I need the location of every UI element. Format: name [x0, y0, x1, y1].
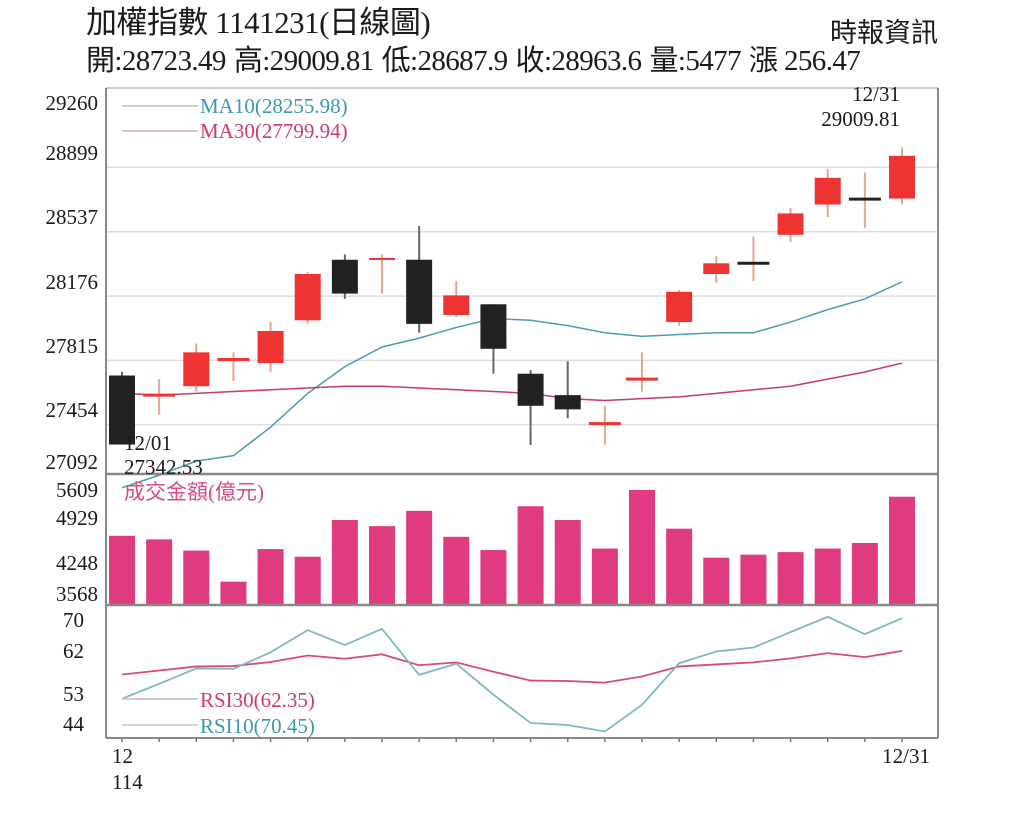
price-y-axis: 29260 28899 28537 28176 27815 27454 2709…: [46, 91, 99, 474]
volume-bar: [480, 550, 507, 605]
candle: [294, 272, 321, 324]
high-value: 高:29009.81: [233, 45, 374, 77]
candle: [257, 322, 284, 372]
volume-bar: [554, 520, 581, 605]
x-start-month: 12: [112, 744, 133, 768]
x-axis: 12 114 12/31: [112, 744, 930, 794]
y-tick: 28899: [46, 141, 99, 165]
candle: [737, 236, 770, 282]
volume-bar: [629, 490, 655, 605]
candle: [588, 405, 621, 445]
y-tick: 28537: [46, 205, 99, 229]
y-tick: 3568: [56, 582, 98, 606]
volume-bar: [146, 539, 173, 605]
start-value-annotation: 27342.53: [124, 455, 203, 479]
y-tick: 70: [63, 608, 84, 632]
y-tick: 29260: [46, 91, 99, 115]
rsi30-line: [121, 650, 903, 684]
ma30-line: [121, 362, 903, 402]
candle: [889, 147, 915, 205]
volume-title: 成交金額(億元): [124, 480, 264, 504]
volume-bar: [517, 506, 544, 605]
y-tick: 62: [63, 639, 84, 663]
candle: [666, 290, 693, 326]
rsi-legend: RSI30(62.35) RSI10(70.45): [122, 688, 315, 738]
chart-title: 加權指數 1141231(日線圖): [86, 5, 431, 40]
volume-bar: [777, 552, 804, 605]
candle: [703, 256, 730, 283]
volume-bar: [740, 554, 767, 605]
candle: [814, 168, 841, 217]
candle: [406, 225, 433, 333]
volume-bar: [703, 557, 730, 605]
end-date-annotation: 12/31: [852, 82, 900, 106]
ma10-line: [121, 281, 903, 489]
y-tick: 44: [63, 712, 85, 736]
y-tick: 53: [63, 682, 84, 706]
ma10-legend: MA10(28255.98): [200, 94, 348, 118]
y-tick: 28176: [46, 270, 99, 294]
candle: [217, 352, 250, 381]
rsi30-legend: RSI30(62.35): [200, 688, 315, 712]
rsi10-legend: RSI10(70.45): [200, 714, 315, 738]
ma-legend: MA10(28255.98) MA30(27799.94): [122, 94, 348, 143]
volume-bar: [814, 548, 841, 605]
start-date-annotation: 12/01: [124, 431, 172, 455]
rsi-panel: [121, 615, 903, 733]
rsi-y-axis: 70 62 53 44: [63, 608, 85, 736]
source-label: 時報資訊: [830, 18, 938, 48]
volume-bar: [666, 528, 693, 605]
open-value: 開:28723.49: [86, 45, 226, 77]
volume-bar: [369, 526, 395, 605]
volume-bar: [109, 535, 135, 605]
volume-bar: [257, 549, 284, 605]
candle: [183, 343, 210, 392]
x-end-label: 12/31: [882, 744, 930, 768]
volume-y-axis: 5609 4929 4248 3568: [56, 478, 98, 606]
y-tick: 4929: [56, 506, 98, 530]
ohlc-summary: 開:28723.49 高:29009.81 低:28687.9 收:28963.6 量:…: [86, 44, 868, 78]
y-tick: 27454: [46, 398, 99, 422]
y-tick: 27815: [46, 334, 99, 358]
x-ticks: [121, 738, 903, 742]
volume-bar: [331, 520, 358, 605]
y-tick: 5609: [56, 478, 98, 502]
x-start-year: 114: [112, 770, 143, 794]
candle: [369, 254, 395, 294]
volume-bar: [889, 496, 915, 605]
candle: [331, 254, 358, 299]
volume-bar: [591, 548, 618, 605]
volume-panel: [109, 490, 915, 605]
candle: [443, 281, 470, 317]
candle: [480, 304, 507, 374]
volume-bar: [220, 581, 247, 605]
volume-bar: [406, 510, 433, 605]
price-panel: [109, 147, 915, 489]
volume-bar: [443, 536, 470, 605]
change-value: 漲 256.47: [748, 45, 861, 77]
candle: [143, 379, 176, 415]
candle: [109, 371, 135, 445]
candle: [848, 172, 881, 228]
y-tick: 4248: [56, 551, 98, 575]
chart-frame: [105, 87, 939, 739]
candle: [777, 208, 804, 242]
volume-bar: [183, 550, 210, 605]
candle: [517, 370, 544, 445]
candle: [626, 352, 658, 392]
close-value: 收:28963.6: [515, 45, 643, 77]
y-tick: 27092: [46, 450, 99, 474]
ma30-legend: MA30(27799.94): [200, 119, 348, 143]
rsi10-line: [121, 615, 903, 733]
volume-bar: [851, 542, 878, 605]
volume-value: 量:5477: [649, 45, 741, 77]
volume-bar: [294, 556, 321, 605]
low-value: 低:28687.9: [381, 45, 509, 77]
end-value-annotation: 29009.81: [821, 107, 900, 131]
candle: [554, 361, 581, 419]
